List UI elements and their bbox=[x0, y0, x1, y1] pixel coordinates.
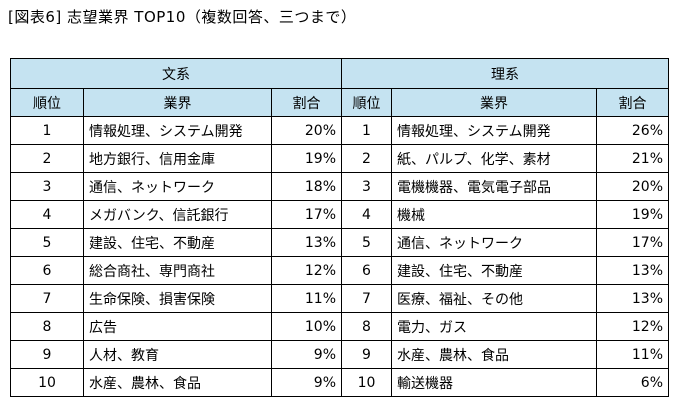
table-row: 8 広告 10% 8 電力、ガス 12% bbox=[10, 312, 669, 341]
industry-cell-humanities: 人材、教育 bbox=[83, 340, 272, 369]
rank-cell-humanities: 1 bbox=[10, 116, 84, 145]
rank-cell-humanities: 3 bbox=[10, 172, 84, 201]
rank-cell-humanities: 5 bbox=[10, 228, 84, 257]
group-header-humanities: 文系 bbox=[10, 58, 342, 89]
rank-cell-science: 9 bbox=[341, 340, 392, 369]
header-share-humanities: 割合 bbox=[271, 88, 342, 117]
table-row: 4 メガバンク、信託銀行 17% 4 機械 19% bbox=[10, 200, 669, 229]
industry-cell-humanities: メガバンク、信託銀行 bbox=[83, 200, 272, 229]
table-row: 2 地方銀行、信用金庫 19% 2 紙、パルプ、化学、素材 21% bbox=[10, 144, 669, 173]
header-rank-science: 順位 bbox=[341, 88, 392, 117]
industry-ranking-table: 文系 理系 順位 業界 割合 順位 業界 割合 1 情報処理、システム開発 20% 1… bbox=[10, 58, 669, 397]
share-cell-humanities: 20% bbox=[271, 116, 342, 145]
rank-cell-science: 6 bbox=[341, 256, 392, 285]
industry-cell-science: 紙、パルプ、化学、素材 bbox=[391, 144, 597, 173]
share-cell-humanities: 9% bbox=[271, 368, 342, 397]
industry-cell-science: 電力、ガス bbox=[391, 312, 597, 341]
share-cell-science: 13% bbox=[596, 284, 669, 313]
group-header-science: 理系 bbox=[341, 58, 669, 89]
rank-cell-science: 3 bbox=[341, 172, 392, 201]
share-cell-science: 6% bbox=[596, 368, 669, 397]
rank-cell-humanities: 9 bbox=[10, 340, 84, 369]
table-row: 5 建設、住宅、不動産 13% 5 通信、ネットワーク 17% bbox=[10, 228, 669, 257]
column-header-row: 順位 業界 割合 順位 業界 割合 bbox=[10, 88, 669, 117]
figure-title: [図表6] 志望業界 TOP10（複数回答、三つまで） bbox=[8, 8, 357, 26]
table-row: 9 人材、教育 9% 9 水産、農林、食品 11% bbox=[10, 340, 669, 369]
share-cell-science: 21% bbox=[596, 144, 669, 173]
industry-cell-humanities: 情報処理、システム開発 bbox=[83, 116, 272, 145]
rank-cell-science: 4 bbox=[341, 200, 392, 229]
industry-cell-science: 機械 bbox=[391, 200, 597, 229]
industry-cell-science: 医療、福祉、その他 bbox=[391, 284, 597, 313]
industry-cell-science: 水産、農林、食品 bbox=[391, 340, 597, 369]
table-row: 7 生命保険、損害保険 11% 7 医療、福祉、その他 13% bbox=[10, 284, 669, 313]
header-rank-humanities: 順位 bbox=[10, 88, 84, 117]
share-cell-science: 11% bbox=[596, 340, 669, 369]
share-cell-humanities: 17% bbox=[271, 200, 342, 229]
rank-cell-science: 7 bbox=[341, 284, 392, 313]
rank-cell-science: 8 bbox=[341, 312, 392, 341]
share-cell-science: 20% bbox=[596, 172, 669, 201]
industry-cell-humanities: 総合商社、専門商社 bbox=[83, 256, 272, 285]
share-cell-humanities: 12% bbox=[271, 256, 342, 285]
industry-cell-science: 情報処理、システム開発 bbox=[391, 116, 597, 145]
rank-cell-humanities: 6 bbox=[10, 256, 84, 285]
industry-cell-science: 建設、住宅、不動産 bbox=[391, 256, 597, 285]
share-cell-science: 12% bbox=[596, 312, 669, 341]
rank-cell-humanities: 2 bbox=[10, 144, 84, 173]
share-cell-science: 13% bbox=[596, 256, 669, 285]
industry-cell-humanities: 建設、住宅、不動産 bbox=[83, 228, 272, 257]
industry-cell-science: 電機機器、電気電子部品 bbox=[391, 172, 597, 201]
share-cell-humanities: 18% bbox=[271, 172, 342, 201]
group-header-row: 文系 理系 bbox=[10, 58, 669, 89]
table-row: 1 情報処理、システム開発 20% 1 情報処理、システム開発 26% bbox=[10, 116, 669, 145]
rank-cell-science: 1 bbox=[341, 116, 392, 145]
rank-cell-humanities: 10 bbox=[10, 368, 84, 397]
rank-cell-science: 5 bbox=[341, 228, 392, 257]
share-cell-science: 17% bbox=[596, 228, 669, 257]
share-cell-humanities: 19% bbox=[271, 144, 342, 173]
industry-cell-humanities: 地方銀行、信用金庫 bbox=[83, 144, 272, 173]
header-industry-humanities: 業界 bbox=[83, 88, 272, 117]
share-cell-humanities: 9% bbox=[271, 340, 342, 369]
table-row: 3 通信、ネットワーク 18% 3 電機機器、電気電子部品 20% bbox=[10, 172, 669, 201]
table-row: 6 総合商社、専門商社 12% 6 建設、住宅、不動産 13% bbox=[10, 256, 669, 285]
rank-cell-humanities: 8 bbox=[10, 312, 84, 341]
header-industry-science: 業界 bbox=[391, 88, 597, 117]
rank-cell-science: 10 bbox=[341, 368, 392, 397]
rank-cell-science: 2 bbox=[341, 144, 392, 173]
share-cell-humanities: 10% bbox=[271, 312, 342, 341]
share-cell-science: 26% bbox=[596, 116, 669, 145]
industry-cell-humanities: 広告 bbox=[83, 312, 272, 341]
industry-cell-humanities: 生命保険、損害保険 bbox=[83, 284, 272, 313]
rank-cell-humanities: 7 bbox=[10, 284, 84, 313]
header-share-science: 割合 bbox=[596, 88, 669, 117]
share-cell-science: 19% bbox=[596, 200, 669, 229]
industry-cell-science: 輸送機器 bbox=[391, 368, 597, 397]
share-cell-humanities: 11% bbox=[271, 284, 342, 313]
rank-cell-humanities: 4 bbox=[10, 200, 84, 229]
industry-cell-humanities: 水産、農林、食品 bbox=[83, 368, 272, 397]
table-row: 10 水産、農林、食品 9% 10 輸送機器 6% bbox=[10, 368, 669, 397]
share-cell-humanities: 13% bbox=[271, 228, 342, 257]
industry-cell-science: 通信、ネットワーク bbox=[391, 228, 597, 257]
industry-cell-humanities: 通信、ネットワーク bbox=[83, 172, 272, 201]
